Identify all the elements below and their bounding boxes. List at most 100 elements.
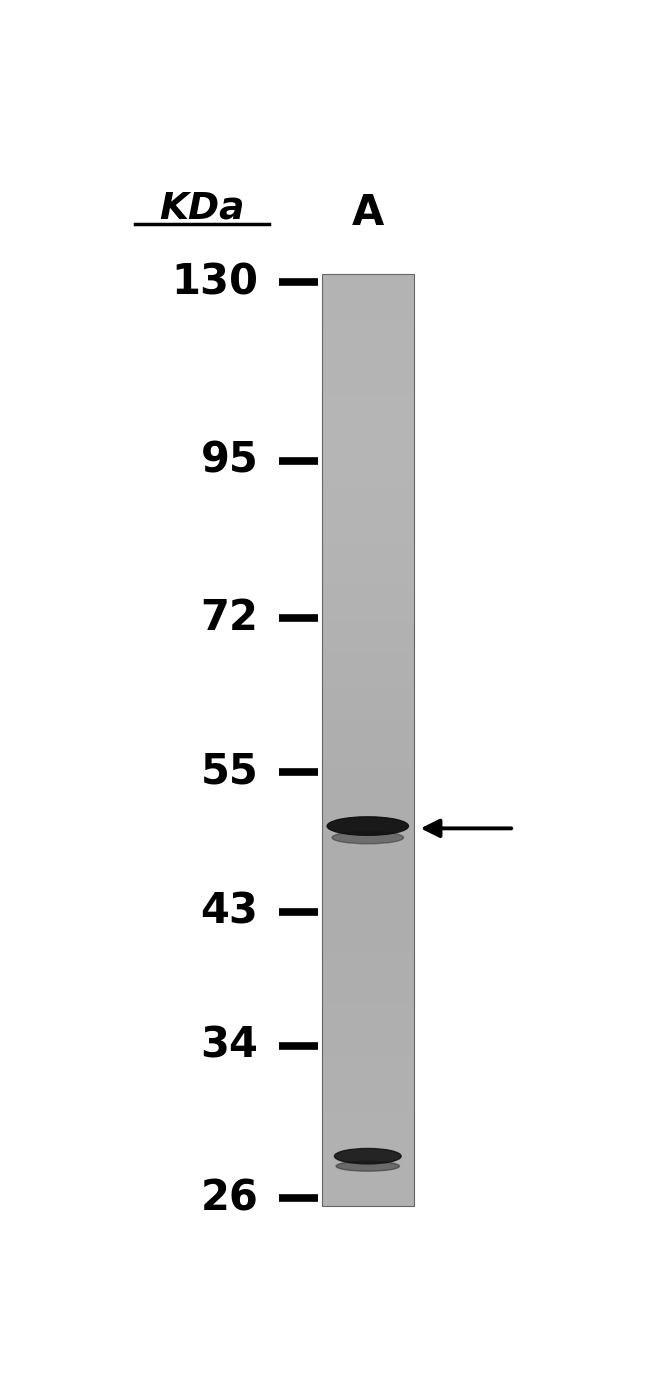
Bar [322, 1151, 414, 1152]
Bar [322, 448, 414, 450]
Bar [322, 359, 414, 362]
Bar [322, 1004, 414, 1006]
Bar [322, 1053, 414, 1056]
Bar [322, 397, 414, 398]
Bar [322, 522, 414, 523]
Bar [322, 894, 414, 897]
Bar [322, 544, 414, 547]
Bar [322, 289, 414, 290]
Bar [322, 987, 414, 990]
Bar [322, 830, 414, 833]
Bar [322, 924, 414, 927]
Bar [322, 1013, 414, 1016]
Bar [322, 644, 414, 645]
Ellipse shape [327, 816, 408, 836]
Bar [322, 582, 414, 584]
Bar [322, 355, 414, 357]
Bar [322, 459, 414, 461]
Bar [322, 958, 414, 959]
Bar [322, 851, 414, 852]
Ellipse shape [335, 1148, 401, 1165]
Bar [322, 974, 414, 977]
Bar [322, 561, 414, 562]
Bar [322, 862, 414, 863]
Bar [322, 362, 414, 365]
Bar [322, 1101, 414, 1102]
Bar [322, 741, 414, 744]
Bar [322, 984, 414, 985]
Bar [322, 576, 414, 577]
Bar [322, 275, 414, 276]
Bar [322, 526, 414, 527]
Bar [322, 772, 414, 773]
Bar [322, 386, 414, 389]
Bar [322, 655, 414, 657]
Bar [322, 662, 414, 665]
Bar [322, 960, 414, 963]
Text: 130: 130 [172, 261, 259, 303]
Bar [322, 609, 414, 612]
Bar [322, 793, 414, 795]
Bar [322, 1185, 414, 1188]
Bar [322, 855, 414, 858]
Bar [322, 1198, 414, 1201]
Bar [322, 694, 414, 695]
Bar [322, 901, 414, 902]
Bar [322, 1128, 414, 1130]
Text: 55: 55 [201, 751, 259, 793]
Bar [322, 888, 414, 890]
Bar [322, 426, 414, 429]
Bar [322, 1167, 414, 1169]
Bar [322, 280, 414, 283]
Bar [322, 515, 414, 518]
Bar [322, 479, 414, 482]
Bar [322, 838, 414, 840]
Bar [322, 622, 414, 625]
Bar [322, 398, 414, 401]
Bar [322, 384, 414, 387]
Bar [322, 451, 414, 454]
Bar [322, 518, 414, 520]
Bar [322, 970, 414, 972]
Bar [322, 1035, 414, 1037]
Bar [322, 282, 414, 285]
Bar [322, 484, 414, 486]
Bar [322, 1158, 414, 1160]
Bar [322, 346, 414, 348]
Bar [322, 999, 414, 1002]
Bar [322, 1049, 414, 1051]
Bar [322, 829, 414, 831]
Bar [322, 1159, 414, 1162]
Bar [322, 469, 414, 471]
Bar [322, 815, 414, 816]
Bar [322, 726, 414, 729]
Bar [322, 1022, 414, 1023]
Bar [322, 611, 414, 613]
Bar [322, 552, 414, 554]
Bar [322, 931, 414, 933]
Bar [322, 1119, 414, 1122]
Bar [322, 752, 414, 755]
Bar [322, 323, 414, 326]
Bar [322, 682, 414, 683]
Bar [322, 690, 414, 693]
Bar [322, 937, 414, 940]
Bar [322, 637, 414, 640]
Bar [322, 994, 414, 995]
Bar [322, 668, 414, 669]
Bar [322, 471, 414, 472]
Bar [322, 1063, 414, 1065]
Bar [322, 820, 414, 823]
Bar [322, 607, 414, 609]
Bar [322, 344, 414, 346]
Bar [322, 872, 414, 874]
Bar [322, 1008, 414, 1009]
Bar [322, 1087, 414, 1088]
Bar [322, 892, 414, 894]
Bar [322, 985, 414, 988]
Bar [322, 1060, 414, 1062]
Bar [322, 308, 414, 311]
Bar [322, 787, 414, 788]
Bar [322, 1191, 414, 1192]
Bar [322, 934, 414, 937]
